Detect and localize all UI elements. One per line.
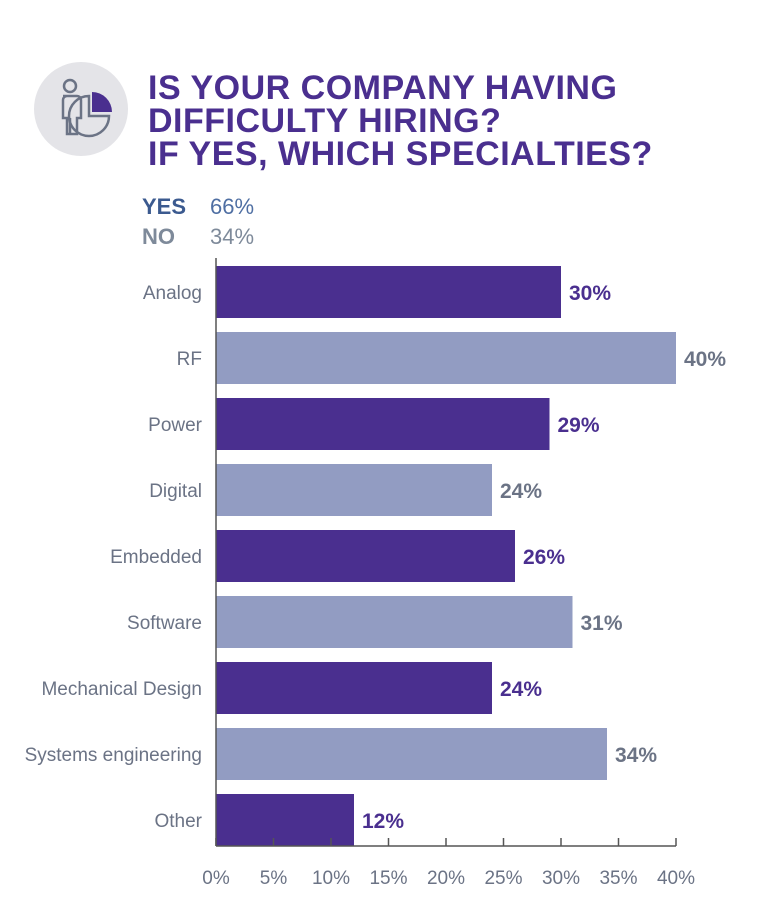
category-label: Digital (149, 481, 202, 502)
legend-no-value: 34% (210, 224, 255, 249)
x-tick-label: 35% (599, 868, 637, 889)
x-tick-label: 30% (542, 868, 580, 889)
x-tick-label: 25% (484, 868, 522, 889)
x-tick-label: 5% (260, 868, 288, 889)
legend-no-label: NO (142, 224, 175, 249)
bar-5 (216, 596, 573, 648)
value-label: 12% (362, 810, 404, 833)
category-label: Embedded (110, 547, 202, 568)
value-label: 30% (569, 282, 611, 305)
value-label: 24% (500, 678, 542, 701)
category-label: Mechanical Design (41, 679, 202, 700)
legend-no: NO 34% (142, 222, 254, 252)
bar-6 (216, 662, 492, 714)
legend-yes-value: 66% (210, 194, 255, 219)
bar-1 (216, 332, 676, 384)
category-label: Other (154, 811, 202, 832)
category-label: Software (127, 613, 202, 634)
x-tick-label: 20% (427, 868, 465, 889)
legend: YES 66% NO 34% (142, 192, 254, 252)
title-line-1: IS YOUR COMPANY HAVING (148, 69, 618, 107)
bar-3 (216, 464, 492, 516)
value-label: 24% (500, 480, 542, 503)
category-label: RF (177, 349, 202, 370)
legend-yes: YES 66% (142, 192, 254, 222)
title-line-2: DIFFICULTY HIRING? (148, 102, 502, 140)
bar-2 (216, 398, 550, 450)
title-line-3: IF YES, WHICH SPECIALTIES? (148, 135, 653, 173)
x-tick-label: 40% (657, 868, 695, 889)
bar-4 (216, 530, 515, 582)
bar-7 (216, 728, 607, 780)
legend-yes-label: YES (142, 194, 187, 219)
value-label: 29% (558, 414, 600, 437)
x-tick-label: 10% (312, 868, 350, 889)
value-label: 26% (523, 546, 565, 569)
x-tick-label: 0% (202, 868, 230, 889)
value-label: 40% (684, 348, 726, 371)
value-label: 34% (615, 744, 657, 767)
bar-0 (216, 266, 561, 318)
category-label: Power (148, 415, 203, 436)
bar-8 (216, 794, 354, 846)
value-label: 31% (581, 612, 623, 635)
x-tick-label: 15% (369, 868, 407, 889)
category-label: Systems engineering (25, 745, 202, 766)
person-pie-chart-icon (34, 62, 128, 156)
category-label: Analog (143, 283, 202, 304)
chart-title: IS YOUR COMPANY HAVING DIFFICULTY HIRING… (148, 69, 653, 173)
